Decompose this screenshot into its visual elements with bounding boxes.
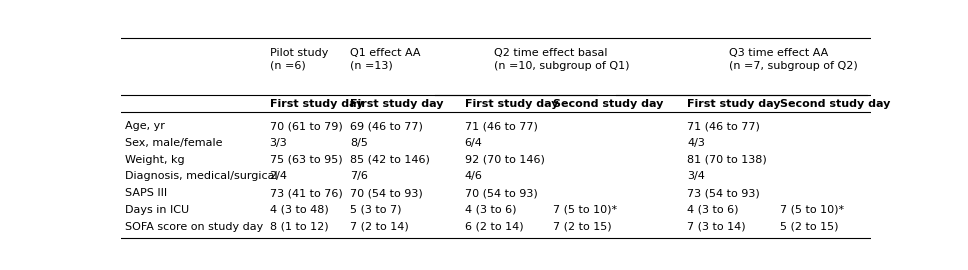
Text: 73 (54 to 93): 73 (54 to 93) <box>687 188 760 198</box>
Text: 4 (3 to 6): 4 (3 to 6) <box>687 205 739 215</box>
Text: 92 (70 to 146): 92 (70 to 146) <box>465 155 544 165</box>
Text: 85 (42 to 146): 85 (42 to 146) <box>349 155 430 165</box>
Text: 75 (63 to 95): 75 (63 to 95) <box>269 155 342 165</box>
Text: 7 (2 to 15): 7 (2 to 15) <box>553 222 612 232</box>
Text: 4/3: 4/3 <box>687 138 706 148</box>
Text: Pilot study
(n =6): Pilot study (n =6) <box>269 48 328 71</box>
Text: First study day: First study day <box>465 99 559 109</box>
Text: 73 (41 to 76): 73 (41 to 76) <box>269 188 343 198</box>
Text: 2/4: 2/4 <box>269 171 287 181</box>
Text: 70 (54 to 93): 70 (54 to 93) <box>465 188 537 198</box>
Text: 7 (2 to 14): 7 (2 to 14) <box>349 222 408 232</box>
Text: 3/3: 3/3 <box>269 138 287 148</box>
Text: First study day: First study day <box>269 99 363 109</box>
Text: 71 (46 to 77): 71 (46 to 77) <box>465 121 537 131</box>
Text: Q3 time effect AA
(n =7, subgroup of Q2): Q3 time effect AA (n =7, subgroup of Q2) <box>729 48 858 71</box>
Text: 3/4: 3/4 <box>687 171 706 181</box>
Text: 4 (3 to 6): 4 (3 to 6) <box>465 205 516 215</box>
Text: 8/5: 8/5 <box>349 138 368 148</box>
Text: 4/6: 4/6 <box>465 171 482 181</box>
Text: Diagnosis, medical/surgical: Diagnosis, medical/surgical <box>125 171 278 181</box>
Text: 70 (61 to 79): 70 (61 to 79) <box>269 121 343 131</box>
Text: Age, yr: Age, yr <box>125 121 165 131</box>
Text: 8 (1 to 12): 8 (1 to 12) <box>269 222 328 232</box>
Text: 70 (54 to 93): 70 (54 to 93) <box>349 188 423 198</box>
Text: 81 (70 to 138): 81 (70 to 138) <box>687 155 768 165</box>
Text: Q2 time effect basal
(n =10, subgroup of Q1): Q2 time effect basal (n =10, subgroup of… <box>494 48 629 71</box>
Text: Weight, kg: Weight, kg <box>125 155 184 165</box>
Text: Days in ICU: Days in ICU <box>125 205 189 215</box>
Text: Q1 effect AA
(n =13): Q1 effect AA (n =13) <box>349 48 420 71</box>
Text: 4 (3 to 48): 4 (3 to 48) <box>269 205 328 215</box>
Text: 7 (5 to 10)*: 7 (5 to 10)* <box>779 205 844 215</box>
Text: 71 (46 to 77): 71 (46 to 77) <box>687 121 760 131</box>
Text: 5 (2 to 15): 5 (2 to 15) <box>779 222 838 232</box>
Text: 7/6: 7/6 <box>349 171 368 181</box>
Text: First study day: First study day <box>687 99 781 109</box>
Text: Second study day: Second study day <box>779 99 890 109</box>
Text: 5 (3 to 7): 5 (3 to 7) <box>349 205 402 215</box>
Text: Sex, male/female: Sex, male/female <box>125 138 223 148</box>
Text: 7 (5 to 10)*: 7 (5 to 10)* <box>553 205 618 215</box>
Text: 69 (46 to 77): 69 (46 to 77) <box>349 121 423 131</box>
Text: Second study day: Second study day <box>553 99 663 109</box>
Text: 7 (3 to 14): 7 (3 to 14) <box>687 222 746 232</box>
Text: SAPS III: SAPS III <box>125 188 166 198</box>
Text: 6 (2 to 14): 6 (2 to 14) <box>465 222 524 232</box>
Text: SOFA score on study day: SOFA score on study day <box>125 222 263 232</box>
Text: 6/4: 6/4 <box>465 138 482 148</box>
Text: First study day: First study day <box>349 99 443 109</box>
